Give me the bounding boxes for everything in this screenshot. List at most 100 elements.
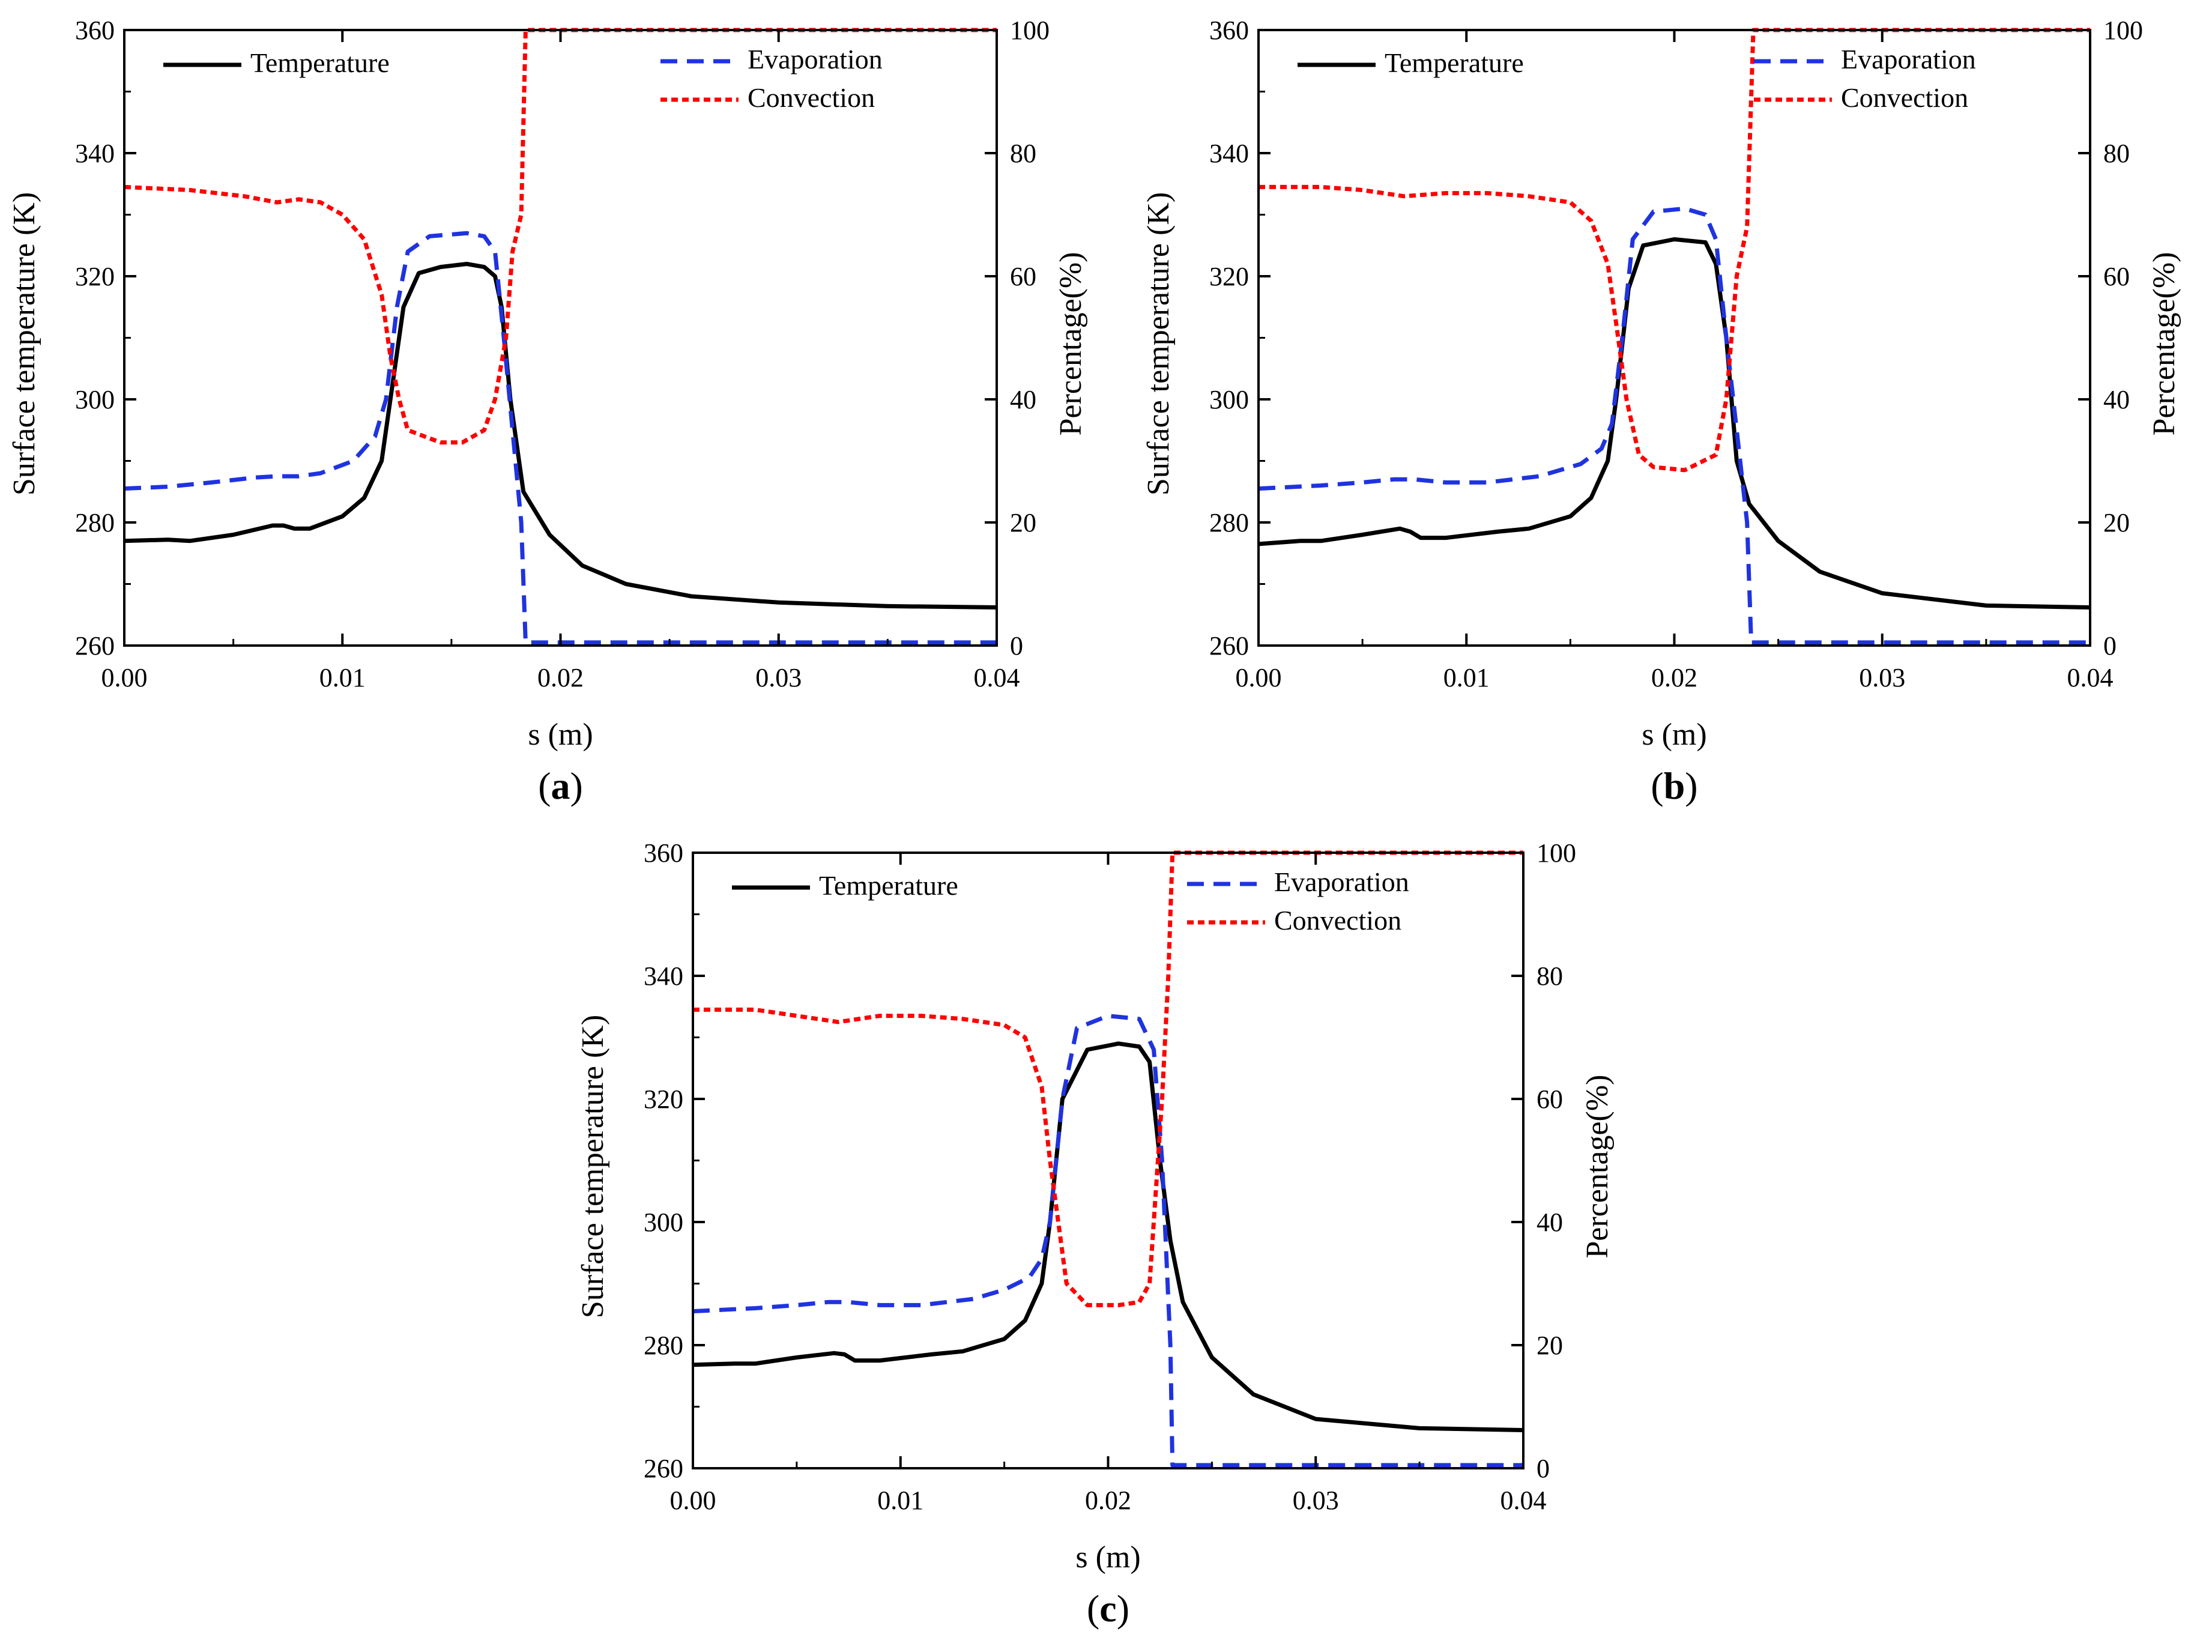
y-tick-label: 260 <box>75 631 115 661</box>
y-axis-label: Surface temperature (K) <box>1141 192 1176 495</box>
y2-tick-label: 100 <box>1537 838 1576 868</box>
legend: Temperature Evaporation Convection <box>163 44 883 113</box>
y2-tick-label: 60 <box>1537 1085 1563 1114</box>
y2-tick-label: 40 <box>1537 1208 1563 1237</box>
chart-panel-b: 0.00 0.01 0.02 0.03 0.04 260 280 300 320 340 360 0 2… <box>1141 16 2181 807</box>
y2-axis-label: Percentage(%) <box>1054 252 1088 435</box>
legend-label: Evaporation <box>1841 44 1976 74</box>
caption-paren-open: ( <box>1651 764 1663 807</box>
x-tick-label: 0.02 <box>1651 663 1697 692</box>
legend-label: Evaporation <box>1274 867 1409 897</box>
x-tick-label: 0.02 <box>537 663 584 692</box>
y2-tick-label: 0 <box>1010 631 1023 661</box>
y-tick-label: 340 <box>1209 139 1249 168</box>
y-tick-label: 300 <box>1209 385 1249 414</box>
legend: Temperature Evaporation Convection <box>732 867 1409 936</box>
legend-label: Convection <box>748 82 875 113</box>
caption-paren-close: ) <box>1117 1587 1129 1630</box>
series-evaporation-line <box>124 231 997 645</box>
x-tick-label: 0.00 <box>1236 663 1282 692</box>
series-temperature-line <box>1258 237 2091 610</box>
x-tick-label: 0.01 <box>1443 663 1490 692</box>
caption-paren-open: ( <box>1087 1587 1099 1630</box>
x-tick-label: 0.04 <box>1500 1486 1547 1515</box>
y2-tick-label: 80 <box>1010 139 1036 168</box>
series-temperature-line <box>692 1041 1524 1432</box>
x-axis-label: s (m) <box>528 718 593 752</box>
y-tick-label: 360 <box>1209 16 1249 45</box>
legend-label: Temperature <box>1385 47 1524 78</box>
caption-paren-close: ) <box>1685 764 1697 807</box>
y2-tick-label: 80 <box>2103 139 2130 168</box>
y-tick-label: 320 <box>1209 262 1249 291</box>
x-tick-label: 0.04 <box>2067 663 2114 692</box>
y2-tick-label: 20 <box>2103 508 2130 537</box>
y-tick-label: 320 <box>75 262 115 291</box>
y-axis-label: Surface temperature (K) <box>576 1015 610 1318</box>
y2-tick-label: 100 <box>2103 16 2143 45</box>
y-tick-label: 300 <box>75 385 115 414</box>
y-tick-label: 300 <box>644 1208 683 1237</box>
y-tick-label: 360 <box>75 16 115 45</box>
series-temperature-line <box>124 262 997 610</box>
y2-tick-label: 60 <box>1010 262 1036 291</box>
y-tick-label: 340 <box>75 139 115 168</box>
y-tick-label: 340 <box>644 961 683 991</box>
x-tick-label: 0.04 <box>974 663 1020 692</box>
x-tick-label: 0.00 <box>101 663 148 692</box>
legend-label: Convection <box>1274 905 1401 936</box>
x-tick-label: 0.03 <box>755 663 802 692</box>
caption-letter: a <box>551 764 570 807</box>
series-evaporation-line <box>1258 206 2090 645</box>
y-axis-label: Surface temperature (K) <box>7 192 41 495</box>
y2-axis-label: Percentage(%) <box>2147 252 2181 435</box>
series-convection-line <box>124 28 997 445</box>
y2-tick-label: 60 <box>2103 262 2130 291</box>
legend: Temperature Evaporation Convection <box>1298 44 1976 113</box>
x-tick-label: 0.02 <box>1085 1486 1131 1515</box>
y-tick-label: 280 <box>75 508 115 537</box>
panel-caption: (c) <box>1087 1587 1129 1630</box>
plot-frame <box>692 852 1525 1469</box>
x-tick-label: 0.01 <box>319 663 366 692</box>
y2-tick-label: 0 <box>2103 631 2117 661</box>
x-axis-label: s (m) <box>1642 718 1706 752</box>
panel-caption: (a) <box>538 764 583 807</box>
chart-panel-c: 0.00 0.01 0.02 0.03 0.04 260 280 300 320 340 360 0 2… <box>576 838 1615 1630</box>
y-tick-label: 280 <box>644 1331 683 1360</box>
y2-tick-label: 0 <box>1537 1454 1550 1483</box>
y2-axis-label: Percentage(%) <box>1580 1074 1615 1258</box>
caption-paren-close: ) <box>570 764 583 807</box>
y-tick-label: 260 <box>644 1454 683 1483</box>
y-tick-label: 280 <box>1209 508 1249 537</box>
legend-label: Convection <box>1841 82 1968 113</box>
y2-tick-label: 40 <box>2103 385 2130 414</box>
y2-tick-label: 40 <box>1010 385 1036 414</box>
y-tick-label: 320 <box>644 1085 683 1114</box>
legend-label: Evaporation <box>748 44 883 74</box>
legend-label: Temperature <box>819 870 958 901</box>
x-tick-label: 0.00 <box>670 1486 716 1515</box>
series-convection-line <box>693 850 1523 1307</box>
panel-caption: (b) <box>1651 764 1697 807</box>
x-tick-label: 0.03 <box>1293 1486 1339 1515</box>
series-evaporation-line <box>692 1014 1523 1468</box>
chart-panel-a: 0.00 0.01 0.02 0.03 0.04 260 280 300 320 340 360 0 2… <box>7 16 1088 807</box>
x-tick-label: 0.03 <box>1859 663 1905 692</box>
plot-frame <box>1257 29 2091 647</box>
y2-tick-label: 80 <box>1537 961 1563 991</box>
y-tick-label: 360 <box>644 838 683 868</box>
y2-tick-label: 20 <box>1010 508 1036 537</box>
x-axis-label: s (m) <box>1075 1540 1140 1575</box>
caption-letter: b <box>1664 764 1685 807</box>
y2-tick-label: 20 <box>1537 1331 1563 1360</box>
legend-label: Temperature <box>250 47 390 78</box>
caption-paren-open: ( <box>538 764 551 807</box>
x-tick-label: 0.01 <box>877 1486 923 1515</box>
y-tick-label: 260 <box>1209 631 1249 661</box>
series-convection-line <box>1259 28 2090 473</box>
caption-letter: c <box>1099 1587 1116 1630</box>
plot-frame <box>123 29 998 647</box>
y2-tick-label: 100 <box>1010 16 1050 45</box>
